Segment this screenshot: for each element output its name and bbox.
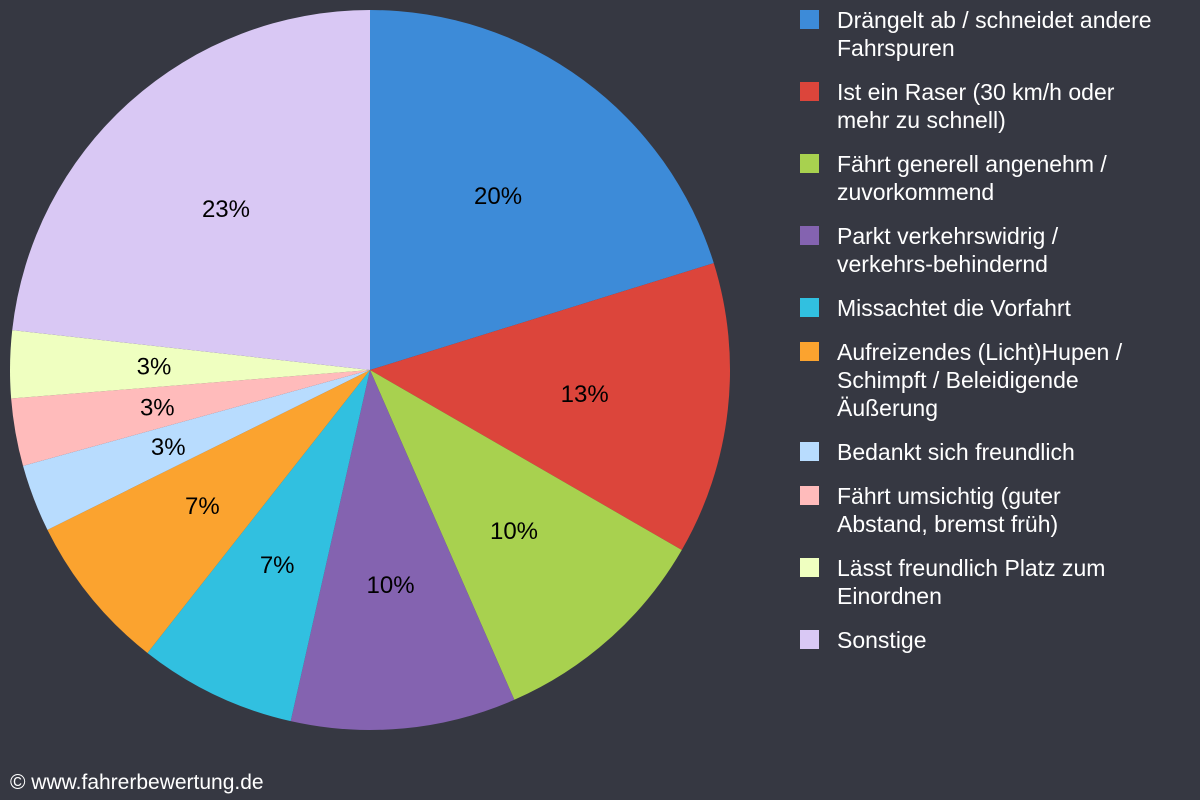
legend-item: Lässt freundlich Platz zum Einordnen [800,554,1200,610]
legend-item: Fährt generell angenehm / zuvorkommend [800,150,1200,206]
pie-slice [290,370,515,730]
legend-swatch [800,82,819,101]
pie-chart: 20% 13% 10% 10% 7% 7% 3% 3% 3% 23% [9,10,731,730]
legend-label: Ist ein Raser (30 km/h oder mehr zu schn… [837,79,1115,133]
slice-percent-label: 7% [185,493,220,520]
pie-slice [23,370,371,530]
legend-swatch [800,342,819,361]
legend-label: Sonstige [837,627,927,653]
legend-swatch [800,442,819,461]
legend-swatch [800,558,819,577]
pie-slice [11,370,370,466]
slice-percent-label: 3% [140,395,175,422]
pie-slice [147,370,370,722]
legend-label: Missachtet die Vorfahrt [837,295,1071,321]
legend-swatch [800,298,819,317]
legend-swatch [800,154,819,173]
copyright-footer: © www.fahrerbewertung.de [10,771,264,794]
legend-item: Fährt umsichtig (guter Abstand, bremst f… [800,482,1200,538]
legend-item: Aufreizendes (Licht)Hupen / Schimpft / B… [800,338,1200,422]
slice-percent-label: 13% [561,381,609,408]
pie-slice [370,263,731,550]
legend-item: Parkt verkehrswidrig / verkehrs-behinder… [800,222,1200,278]
legend-label: Fährt umsichtig (guter Abstand, bremst f… [837,483,1061,537]
legend-label: Fährt generell angenehm / zuvorkommend [837,151,1107,205]
legend-item: Sonstige [800,626,1200,654]
legend-label: Bedankt sich freundlich [837,439,1075,465]
legend-swatch [800,226,819,245]
legend-label: Parkt verkehrswidrig / verkehrs-behinder… [837,223,1059,277]
pie-slice [370,370,682,700]
legend-swatch [800,486,819,505]
legend-label: Lässt freundlich Platz zum Einordnen [837,555,1106,609]
slice-percent-label: 10% [367,572,415,599]
slice-percent-label: 20% [474,183,522,210]
legend-label: Drängelt ab / schneidet andere Fahrspure… [837,7,1152,61]
legend: Drängelt ab / schneidet andere Fahrspure… [800,6,1200,670]
pie-slice [47,370,371,653]
legend-item: Drängelt ab / schneidet andere Fahrspure… [800,6,1200,62]
pie-slice [370,10,714,370]
legend-item: Ist ein Raser (30 km/h oder mehr zu schn… [800,78,1200,134]
slice-percent-label: 7% [260,552,295,579]
slice-percent-label: 10% [490,518,538,545]
slice-percent-label: 3% [137,354,172,381]
legend-item: Missachtet die Vorfahrt [800,294,1200,322]
legend-item: Bedankt sich freundlich [800,438,1200,466]
legend-label: Aufreizendes (Licht)Hupen / Schimpft / B… [837,339,1123,421]
legend-swatch [800,630,819,649]
slice-percent-label: 3% [151,434,186,461]
slice-percent-label: 23% [202,196,250,223]
pie-slice [12,10,371,370]
pie-slice [9,330,370,399]
legend-swatch [800,10,819,29]
